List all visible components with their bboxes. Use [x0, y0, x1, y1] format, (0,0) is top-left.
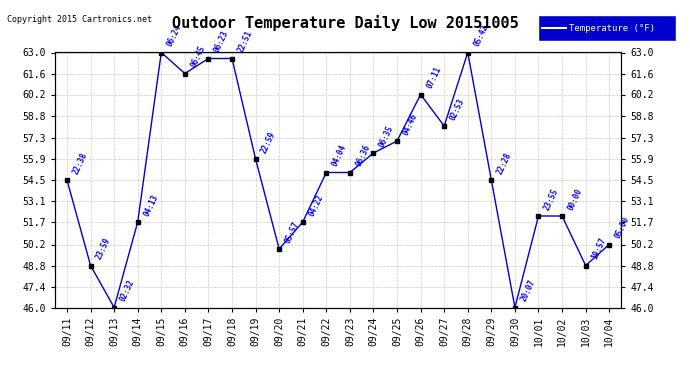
- Text: 04:13: 04:13: [142, 193, 160, 218]
- Text: 23:55: 23:55: [542, 187, 560, 212]
- Text: 22:28: 22:28: [495, 151, 513, 176]
- Text: 02:32: 02:32: [118, 279, 136, 303]
- Text: 05:42: 05:42: [472, 24, 490, 48]
- Text: 04:04: 04:04: [331, 144, 348, 168]
- Text: 22:59: 22:59: [259, 130, 277, 155]
- Text: 05:00: 05:00: [613, 216, 631, 240]
- Text: 06:24: 06:24: [166, 24, 184, 48]
- Text: 20:07: 20:07: [519, 279, 537, 303]
- Text: 23:59: 23:59: [95, 237, 112, 261]
- Text: 06:35: 06:35: [377, 124, 395, 149]
- Text: Temperature (°F): Temperature (°F): [569, 24, 656, 33]
- Text: 22:38: 22:38: [71, 151, 89, 176]
- Text: 19:57: 19:57: [590, 237, 608, 261]
- Text: Outdoor Temperature Daily Low 20151005: Outdoor Temperature Daily Low 20151005: [172, 15, 518, 31]
- Text: 02:53: 02:53: [448, 97, 466, 122]
- Text: 04:46: 04:46: [401, 112, 419, 137]
- Text: 07:11: 07:11: [425, 66, 443, 90]
- Text: 06:45: 06:45: [189, 45, 207, 69]
- Text: 00:00: 00:00: [566, 187, 584, 212]
- Text: 04:22: 04:22: [307, 193, 325, 218]
- Text: 06:23: 06:23: [213, 30, 230, 54]
- Text: Copyright 2015 Cartronics.net: Copyright 2015 Cartronics.net: [7, 15, 152, 24]
- Text: 22:51: 22:51: [236, 30, 254, 54]
- Text: 05:57: 05:57: [284, 220, 302, 245]
- Text: 06:36: 06:36: [354, 144, 372, 168]
